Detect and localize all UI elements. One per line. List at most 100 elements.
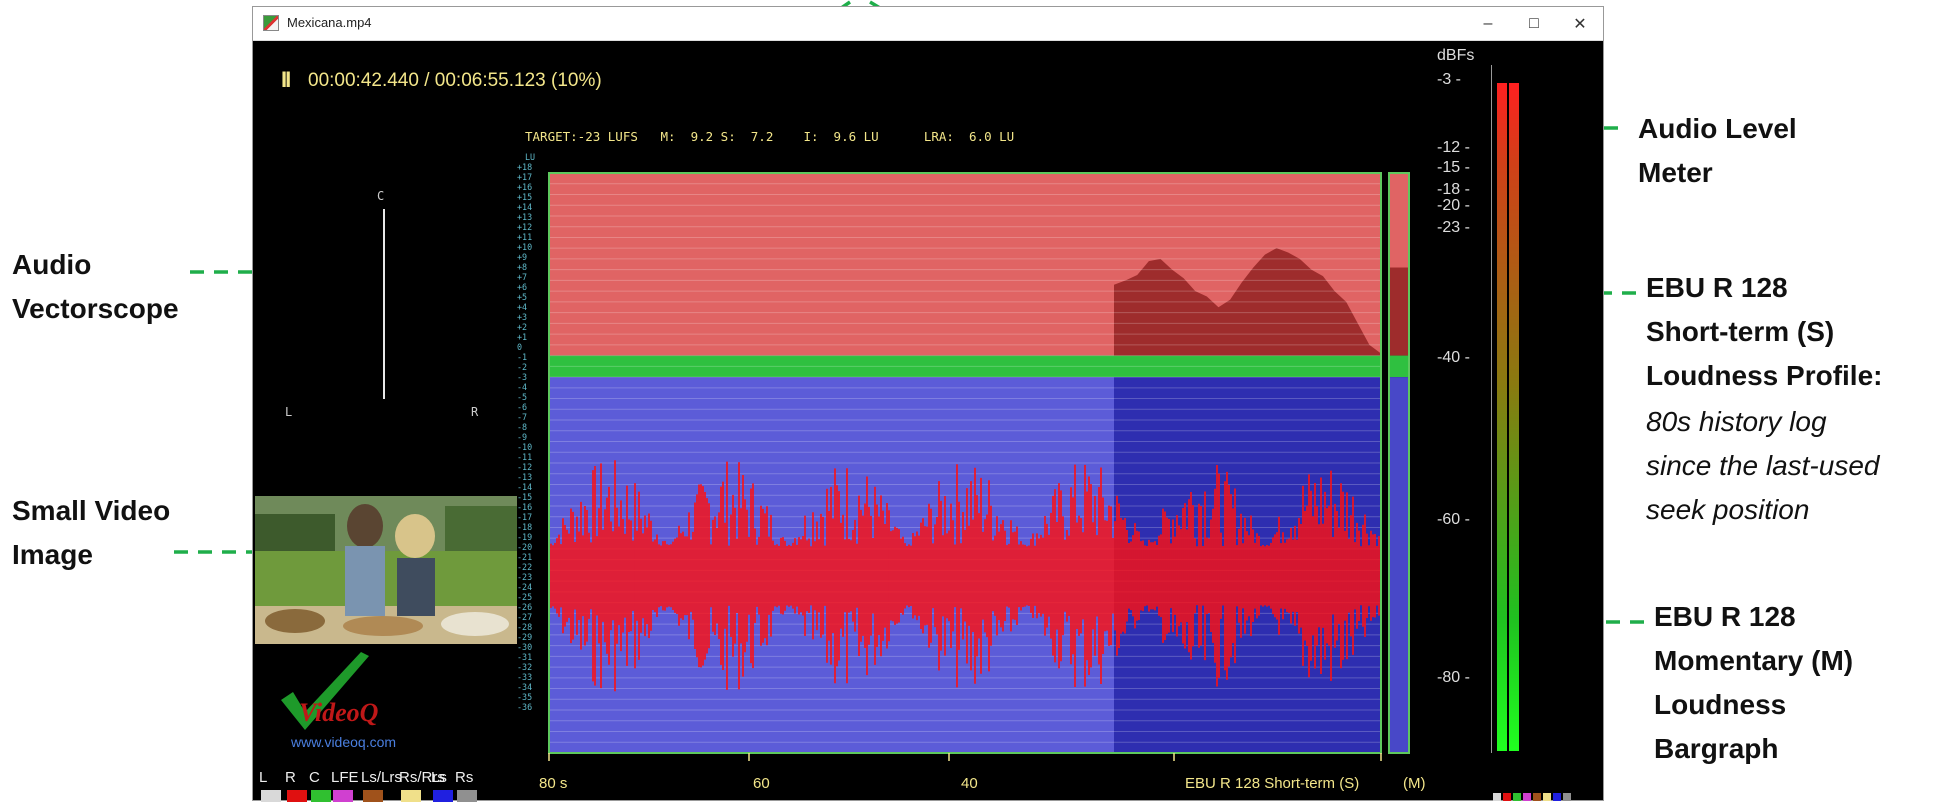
annotation-momentary: EBU R 128 Momentary (M) Loudness Bargraph: [1654, 601, 1854, 764]
meter-channel-chip: [1493, 793, 1501, 801]
lu-tick-label: -24: [517, 582, 533, 592]
lu-tick-label: -30: [517, 642, 533, 652]
lu-tick-label: -6: [517, 402, 528, 412]
lu-tick-label: +9: [517, 252, 528, 262]
lu-tick-label: -28: [517, 622, 533, 632]
loudness-history-graph: [548, 172, 1410, 761]
lu-tick-label: -27: [517, 612, 533, 622]
vectorscope-r-label: R: [471, 405, 479, 419]
lu-tick-label: 0: [517, 342, 523, 352]
dbfs-tick-label: -12 -: [1437, 139, 1470, 156]
annotation-short-term-note: 80s history log since the last-used seek p…: [1646, 406, 1880, 525]
audio-vectorscope: C L R: [273, 177, 493, 437]
meter-channel-chip: [1553, 793, 1561, 801]
lu-tick-label: -26: [517, 602, 533, 612]
lu-tick-label: -8: [517, 422, 528, 432]
momentary-caption: (M): [1403, 775, 1426, 792]
lu-tick-label: -33: [517, 672, 533, 682]
close-button[interactable]: ✕: [1573, 15, 1587, 33]
dbfs-meter-axis: [1491, 65, 1492, 753]
lu-tick-label: +13: [517, 212, 533, 222]
lu-tick-label: +3: [517, 312, 528, 322]
player-window: Mexicana.mp4 – □ ✕ II 00:00:42.440 / 00:…: [252, 6, 1604, 802]
lu-tick-label: +1: [517, 332, 528, 342]
dbfs-tick-label: -20 -: [1437, 197, 1470, 214]
channel-label: R: [285, 769, 296, 786]
dbfs-tick-label: -80 -: [1437, 669, 1470, 686]
annotation-short-term: EBU R 128 Short-term (S) Loudness Profile:: [1646, 272, 1883, 391]
audio-level-meter-left: [1497, 83, 1507, 751]
channel-label: C: [309, 769, 320, 786]
videoq-logo: VideoQ www.videoq.com: [273, 652, 423, 752]
annotation-vectorscope: Audio Vectorscope: [12, 249, 179, 324]
loudness-stats: TARGET:-23 LUFS M: 9.2 S: 7.2 I: 9.6 LU …: [525, 129, 1015, 144]
lu-tick-label: -19: [517, 532, 533, 542]
lu-tick-label: -35: [517, 692, 533, 702]
title-bar[interactable]: Mexicana.mp4 – □ ✕: [253, 7, 1603, 41]
lu-tick-label: -3: [517, 372, 528, 382]
channel-color-chip: [333, 790, 353, 802]
lu-tick-label: -25: [517, 592, 533, 602]
momentary-border: [1388, 172, 1410, 754]
lu-tick-label: +11: [517, 232, 533, 242]
app-icon: [263, 15, 279, 31]
logo-text: VideoQ: [299, 698, 379, 727]
dbfs-tick-label: -23 -: [1437, 219, 1470, 236]
lu-tick-label: +7: [517, 272, 528, 282]
lu-tick-label: -32: [517, 662, 533, 672]
lu-tick-label: +8: [517, 262, 528, 272]
lu-tick-label: -34: [517, 682, 533, 692]
maximize-button[interactable]: □: [1529, 14, 1539, 32]
momentary-blue: [1389, 377, 1409, 753]
lu-tick-label: +2: [517, 322, 528, 332]
meter-channel-chip: [1523, 793, 1531, 801]
lu-tick-label: +6: [517, 282, 528, 292]
channel-label: LFE: [331, 769, 359, 786]
channel-color-chip: [457, 790, 477, 802]
meter-channel-chip: [1503, 793, 1511, 801]
lu-tick-label: -2: [517, 362, 528, 372]
lu-scale-unit: LU: [525, 152, 536, 162]
dbfs-unit: dBFs: [1437, 47, 1475, 64]
lu-tick-label: +17: [517, 172, 533, 182]
pause-icon[interactable]: II: [281, 67, 291, 92]
dbfs-tick-label: -15 -: [1437, 159, 1470, 176]
channel-color-chip: [401, 790, 421, 802]
lu-tick-label: +10: [517, 242, 533, 252]
lu-tick-label: -14: [517, 482, 533, 492]
axis-label-80s: 80 s: [539, 775, 568, 792]
axis-label-60: 60: [753, 775, 770, 792]
channel-label: L: [259, 769, 268, 786]
channel-color-chip: [287, 790, 307, 802]
lu-tick-label: -4: [517, 382, 528, 392]
lu-tick-label: -36: [517, 702, 533, 712]
minimize-button[interactable]: –: [1483, 14, 1493, 32]
checkmark-icon: [281, 652, 369, 730]
lu-tick-label: -18: [517, 522, 533, 532]
lu-tick-label: -9: [517, 432, 528, 442]
meter-channel-chip: [1563, 793, 1571, 801]
meter-channel-chip: [1513, 793, 1521, 801]
lu-tick-label: +18: [517, 162, 533, 172]
lu-tick-label: -7: [517, 412, 528, 422]
channel-label: Rs/Rrs: [399, 769, 445, 786]
window-title: Mexicana.mp4: [287, 15, 372, 30]
short-term-loudness-profile: [1114, 248, 1381, 356]
small-video-image: [255, 496, 517, 644]
lu-tick-label: -10: [517, 442, 533, 452]
lu-tick-label: -20: [517, 542, 533, 552]
audio-level-meter-right: [1509, 83, 1519, 751]
lu-tick-label: -17: [517, 512, 533, 522]
axis-label-40: 40: [961, 775, 978, 792]
channel-color-chip: [363, 790, 383, 802]
lu-tick-label: -22: [517, 562, 533, 572]
momentary-level: [1389, 267, 1409, 356]
lu-tick-label: -29: [517, 632, 533, 642]
meter-channel-chip: [1533, 793, 1541, 801]
lu-tick-label: -31: [517, 652, 533, 662]
momentary-green: [1389, 355, 1409, 378]
lu-scale: LU +18 +17 +16 +15 +14 +13 +12 +11 +10 +9 +8 +7 +6 +5…: [517, 152, 543, 752]
annotation-level-meter: Audio Level Meter: [1638, 113, 1797, 188]
lu-tick-label: +5: [517, 292, 528, 302]
lu-tick-label: -23: [517, 572, 533, 582]
